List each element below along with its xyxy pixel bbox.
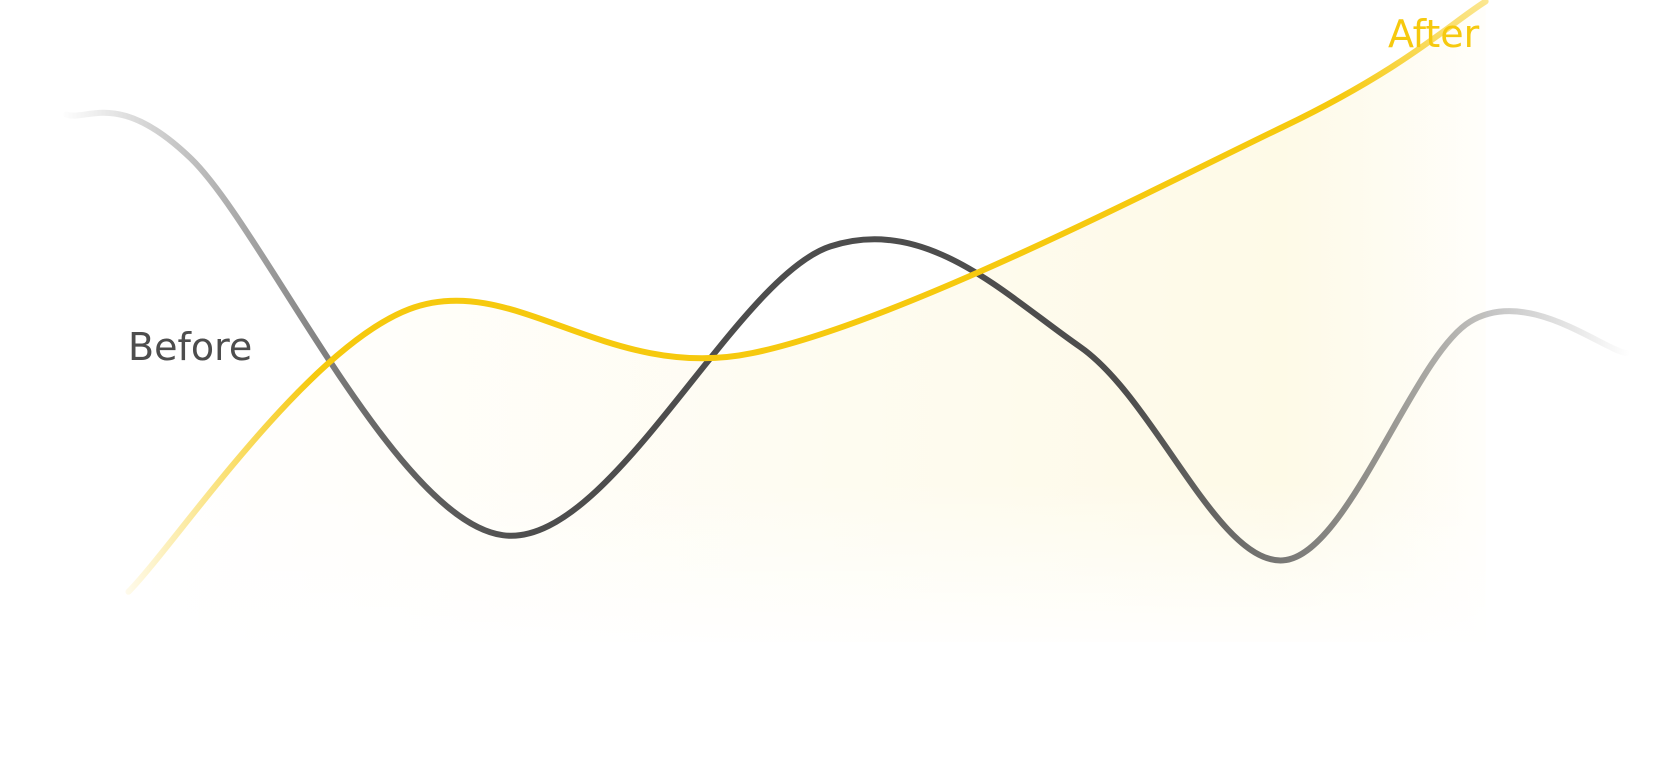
series-label-after: After (1388, 12, 1480, 56)
series-area-fade-after (128, 1, 1486, 642)
series-line-before (63, 109, 1629, 564)
series-label-before: Before (128, 325, 252, 369)
series-line-after (125, 0, 1489, 595)
